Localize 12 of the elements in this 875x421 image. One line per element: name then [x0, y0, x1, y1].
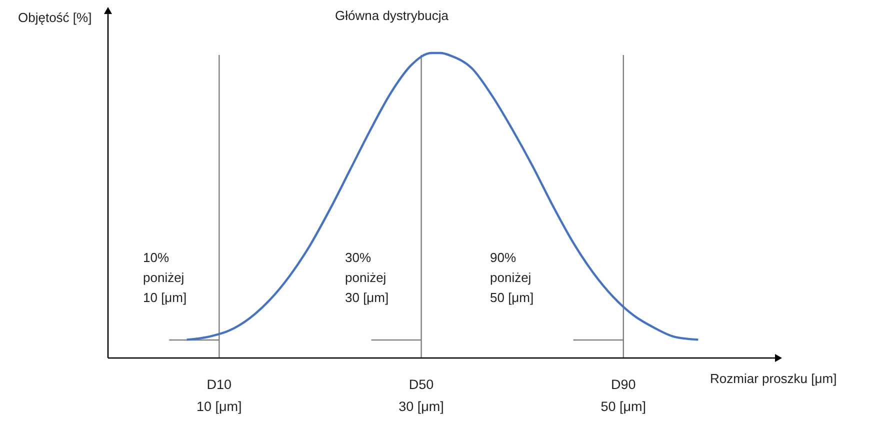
x-axis-title: Rozmiar proszku [μm] — [710, 371, 837, 386]
ref-line-label: D50 — [408, 377, 434, 392]
x-tick-label: 50 [μm] — [600, 399, 646, 414]
x-tick-label: 10 [μm] — [196, 399, 242, 414]
ref-line-label: D90 — [611, 377, 636, 392]
ref-line-label: D10 — [206, 377, 232, 392]
annotation: 90% poniżej 50 [μm] — [490, 250, 534, 305]
annotation: 30% poniżej 30 [μm] — [345, 250, 389, 305]
chart-title: Główna dystrybucja — [335, 8, 450, 23]
x-tick-label: 30 [μm] — [398, 399, 444, 414]
annotation: 10% poniżej 10 [μm] — [143, 250, 187, 305]
y-axis-title: Objętość [%] — [18, 10, 92, 25]
